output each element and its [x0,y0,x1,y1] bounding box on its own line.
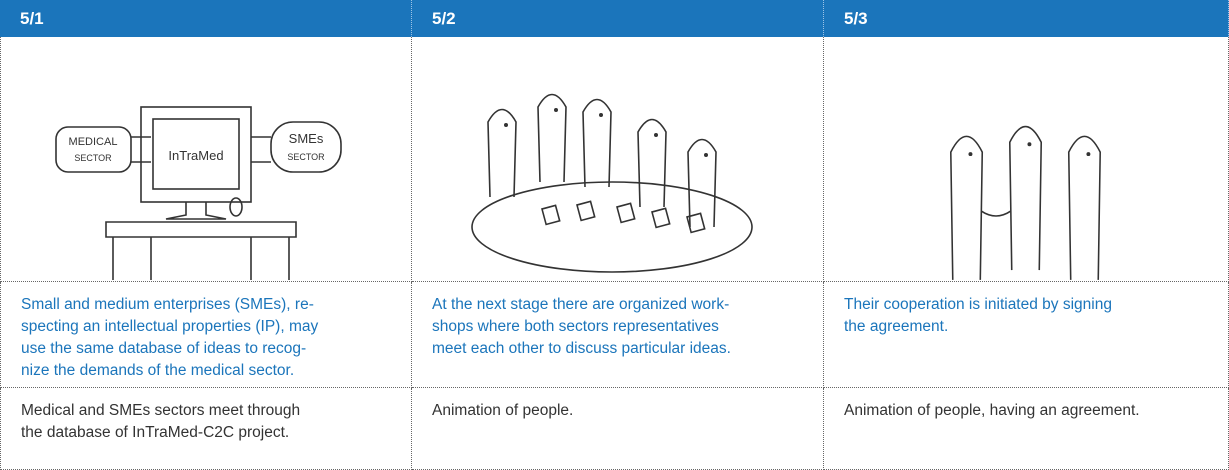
description-line: specting an intellectual properties (IP)… [21,318,319,335]
sketch-label: InTraMed [168,148,223,163]
sketch-eye [1086,152,1091,157]
sketch-eye [968,152,973,157]
sketch-person [1067,135,1101,280]
sketch-cell [824,37,1229,282]
description-cell: At the next stage there are organized wo… [412,282,824,388]
note-line: the database of InTraMed-C2C project. [21,424,290,441]
description-line: the agreement. [844,318,949,335]
sketch-cell: MEDICAL SECTOR InTraMed SMEs SECTOR [0,37,412,282]
description-line: nize the demands of the medical sector. [21,362,295,379]
description-line: use the same database of ideas to recog- [21,340,307,357]
sketch-box [270,121,342,173]
sketch-monitor [140,106,252,203]
sketch-label: SECTOR [74,153,112,163]
column-header: 5/2 [412,0,824,37]
sketch-person [1008,125,1043,271]
sketch-cell [412,37,824,282]
sketch-paper [651,207,671,229]
note-cell: Animation of people. [412,388,824,470]
sketch-eye [554,108,558,112]
note-cell: Animation of people, having an agreement… [824,388,1229,470]
sketch-person [487,108,517,198]
description-line: shops where both sectors representatives [432,318,719,335]
description-cell: Small and medium enterprises (SMEs), re-… [0,282,412,388]
sketch-eye [599,113,603,117]
column-header: 5/1 [0,0,412,37]
sketch-box [55,126,132,173]
sketch-stand [165,202,227,220]
sketch-eye [1027,142,1032,147]
sketch-mouse [229,197,243,217]
sketch-person [687,138,717,228]
column-header: 5/3 [824,0,1229,37]
description-line: Small and medium enterprises (SMEs), re- [21,296,314,313]
sketch-table [471,181,753,273]
sketch-person [950,135,984,280]
sketch: MEDICAL SECTOR InTraMed SMEs SECTOR [55,106,342,282]
sketch-paper [686,212,706,234]
note-line: Medical and SMEs sectors meet through [21,402,301,419]
description-line: meet each other to discuss particular id… [432,340,731,357]
sketch-paper [541,204,561,226]
sketch-eye [704,153,708,157]
sketch-screen [152,118,240,190]
sketch-desk [105,221,297,282]
sketch-person [537,93,567,183]
sketch-label: MEDICAL [69,136,118,148]
sketch-handshake [980,210,1012,217]
sketch [950,125,1101,280]
note-cell: Medical and SMEs sectors meet through the… [0,388,412,470]
sketch-paper [576,200,596,222]
note-line: Animation of people, having an agreement… [844,402,1140,419]
description-line: Their cooperation is initiated by signin… [844,296,1112,313]
description-cell: Their cooperation is initiated by signin… [824,282,1229,388]
sketch-label: SMEs [289,131,324,146]
note-line: Animation of people. [432,402,574,419]
description-line: At the next stage there are organized wo… [432,296,730,313]
sketch-eye [654,133,658,137]
sketch [471,93,753,273]
sketch-label: SECTOR [287,152,325,162]
sketch-person [582,98,612,188]
sketch-paper [616,202,636,224]
sketch-eye [504,123,508,127]
sketch-person [637,118,667,208]
